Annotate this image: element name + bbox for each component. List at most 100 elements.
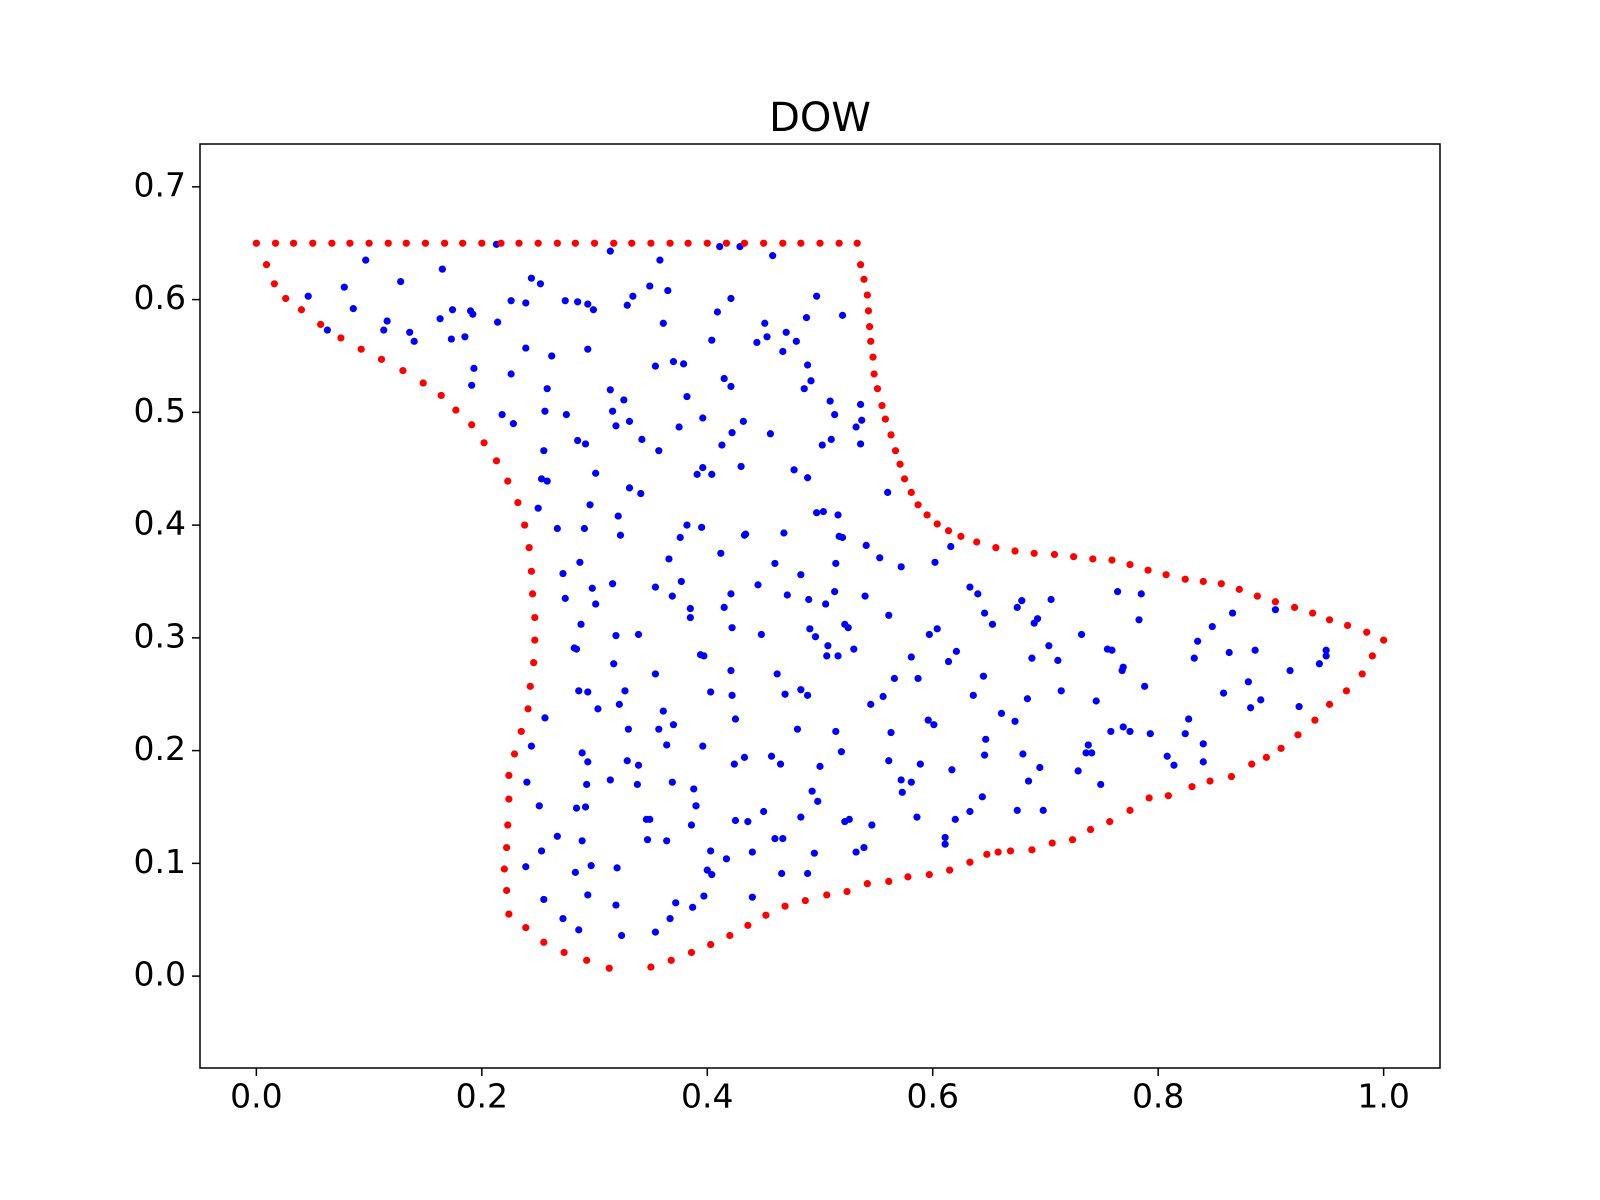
point (1126, 806, 1134, 814)
point (769, 252, 777, 260)
point (1244, 678, 1252, 686)
point (863, 880, 871, 888)
point (523, 778, 531, 786)
point (1108, 646, 1116, 654)
point (916, 760, 924, 768)
point (410, 337, 418, 345)
point (887, 431, 895, 439)
point (383, 317, 391, 325)
y-tick-label: 0.5 (134, 391, 186, 430)
point (720, 374, 728, 383)
point (505, 795, 513, 803)
point (663, 837, 671, 845)
point (767, 752, 776, 760)
point (806, 625, 814, 633)
point (838, 533, 847, 542)
point (831, 411, 839, 419)
point (804, 361, 812, 369)
point (666, 915, 674, 923)
x-tick-label: 0.6 (906, 1077, 958, 1116)
point (1325, 700, 1334, 708)
point (832, 727, 840, 736)
point (797, 239, 805, 247)
point (754, 581, 762, 589)
point (503, 886, 511, 895)
point (1106, 818, 1114, 826)
point (819, 507, 827, 516)
point (904, 873, 912, 881)
point (289, 239, 298, 247)
point (637, 489, 645, 498)
point (317, 320, 325, 329)
point (792, 337, 800, 345)
point (527, 274, 536, 282)
point (742, 530, 750, 538)
point (731, 715, 740, 723)
point (575, 687, 583, 695)
point (843, 887, 851, 896)
point (1247, 704, 1255, 712)
point (923, 511, 931, 519)
point (608, 407, 617, 415)
point (515, 239, 523, 247)
point (683, 521, 691, 529)
point (643, 836, 652, 844)
point (561, 297, 569, 305)
point (868, 821, 876, 829)
point (1294, 731, 1302, 739)
point (804, 474, 812, 482)
point (844, 624, 852, 632)
point (1199, 740, 1207, 748)
point (498, 411, 506, 419)
y-tick-label: 0.2 (134, 729, 186, 768)
point (837, 748, 846, 756)
point (402, 239, 410, 247)
point (592, 600, 600, 608)
point (517, 727, 525, 736)
point (1199, 758, 1207, 766)
point (459, 239, 467, 247)
point (584, 345, 592, 353)
point (1145, 794, 1153, 802)
point (778, 869, 786, 878)
point (1108, 556, 1116, 564)
point (624, 725, 632, 733)
point (1057, 687, 1065, 695)
point (577, 620, 585, 628)
point (309, 239, 317, 247)
point (282, 294, 290, 303)
point (818, 441, 826, 449)
point (1185, 715, 1193, 723)
point (534, 239, 542, 247)
point (900, 475, 909, 483)
point (760, 807, 768, 816)
point (856, 400, 865, 409)
point (663, 741, 671, 749)
point (669, 358, 678, 366)
point (946, 866, 954, 874)
point (1141, 682, 1149, 690)
point (992, 544, 1000, 552)
point (1013, 603, 1021, 612)
point (1033, 615, 1042, 623)
y-tick-label: 0.0 (134, 955, 186, 994)
point (974, 590, 982, 598)
point (543, 385, 551, 393)
point (583, 956, 591, 964)
point (897, 563, 905, 571)
axes-frame (199, 143, 1441, 1069)
point (708, 470, 716, 478)
point (543, 477, 551, 485)
point (1219, 689, 1228, 697)
point (584, 758, 592, 766)
point (790, 466, 798, 474)
point (1363, 628, 1371, 636)
point (1077, 630, 1086, 639)
point (1039, 806, 1047, 814)
point (783, 591, 791, 599)
point (421, 239, 430, 247)
point (748, 848, 756, 856)
point (531, 636, 539, 644)
point (634, 630, 643, 639)
point (979, 672, 988, 680)
